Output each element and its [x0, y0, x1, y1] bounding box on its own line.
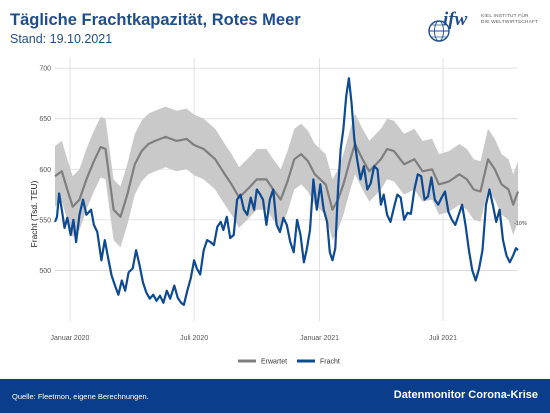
footer-bar: Quelle: Fleetmon, eigene Berechnungen. D… — [0, 379, 550, 413]
legend: Erwartet Fracht — [238, 359, 340, 366]
series-fracht — [53, 77, 519, 306]
logo-subtext: KIEL INSTITUT FÜR DIE WELTWIRTSCHAFT — [481, 14, 539, 25]
logo-line-2: DIE WELTWIRTSCHAFT — [481, 19, 539, 25]
x-tick-label: Januar 2021 — [300, 335, 339, 342]
legend-fracht-label: Fracht — [320, 359, 340, 366]
x-tick-label: Juli 2021 — [429, 335, 457, 342]
y-tick-label: 700 — [39, 66, 51, 73]
legend-erwartet-label: Erwartet — [261, 359, 287, 366]
globe-icon — [428, 20, 450, 42]
y-ticks: 500 550 600 650 700 — [39, 66, 51, 275]
brand-name: Datenmonitor Corona-Krise — [393, 389, 538, 401]
y-tick-label: 500 — [39, 268, 51, 275]
x-tick-label: Juli 2020 — [180, 335, 208, 342]
y-tick-label: 600 — [39, 167, 51, 174]
erwartet-line — [54, 135, 520, 218]
series-erwartet — [54, 106, 520, 248]
y-axis-label: Fracht (Tsd. TEU) — [29, 180, 39, 247]
ifw-logo: ifw KIEL INSTITUT FÜR DIE WELTWIRTSCHAFT — [426, 7, 539, 49]
source-note: Quelle: Fleetmon, eigene Berechnungen. — [12, 392, 149, 401]
y-tick-label: 550 — [39, 217, 51, 224]
logo-wordmark: ifw — [443, 9, 468, 30]
x-ticks: Januar 2020 Juli 2020 Januar 2021 Juli 2021 — [51, 335, 458, 342]
logo-line-1: KIEL INSTITUT FÜR — [481, 14, 529, 19]
annotation-label: -10% — [514, 221, 527, 227]
chart-title: Tägliche Frachtkapazität, Rotes Meer — [10, 11, 301, 29]
fracht-line — [53, 77, 519, 306]
x-tick-label: Januar 2020 — [51, 335, 90, 342]
erwartet-band — [55, 106, 518, 248]
chart-subtitle: Stand: 19.10.2021 — [10, 32, 113, 46]
y-tick-label: 650 — [39, 116, 51, 123]
